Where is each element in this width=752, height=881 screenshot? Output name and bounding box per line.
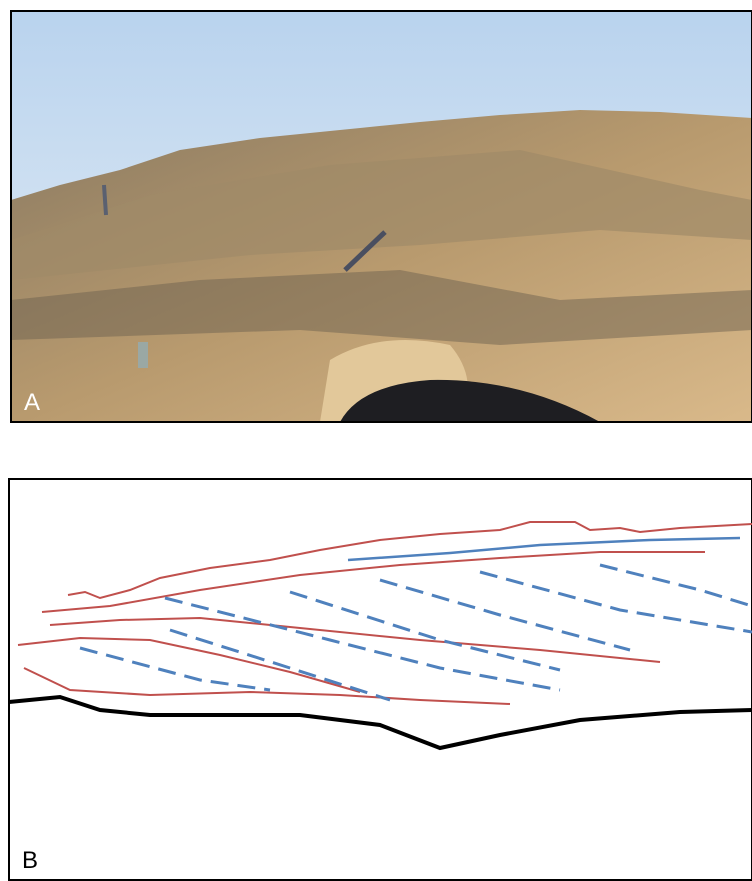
panel-label: A: [24, 389, 40, 416]
panel-label: B: [22, 847, 38, 874]
page: A B (() => { const data = JSON.parse(doc…: [0, 0, 752, 881]
sketch-panel: B: [9, 479, 752, 880]
scale-object: [138, 342, 148, 368]
photo-panel: A: [11, 11, 752, 422]
hammer: [104, 185, 106, 215]
figure: A B: [0, 0, 752, 881]
